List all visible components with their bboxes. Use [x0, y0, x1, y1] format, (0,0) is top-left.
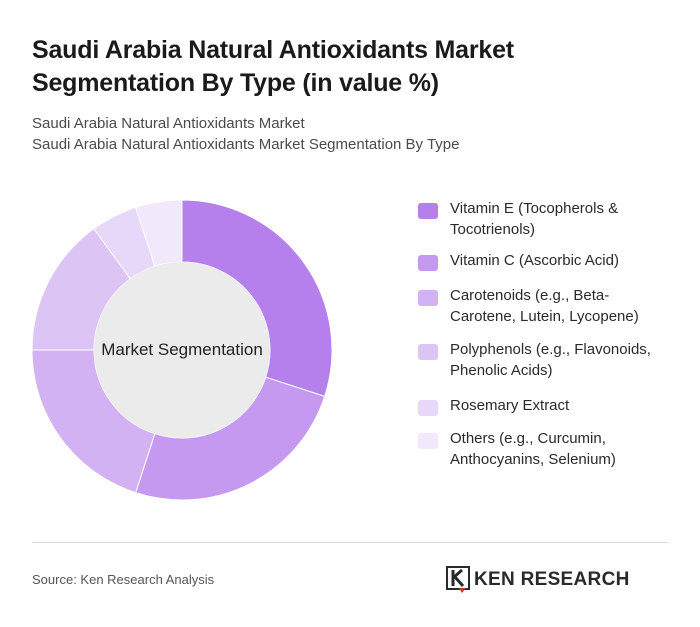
legend-label-line: Carotenoids (e.g., Beta-: [450, 287, 610, 304]
ken-research-logo-icon: [446, 566, 470, 593]
ken-research-logo: KEN RESEARCH: [446, 566, 630, 594]
legend-item-2: Vitamin C (Ascorbic Acid): [418, 250, 678, 271]
legend-swatch: [418, 290, 438, 306]
legend-swatch: [418, 433, 438, 449]
legend-label-line: Tocotrienols): [450, 221, 536, 238]
subtitle-line-2: Saudi Arabia Natural Antioxidants Market…: [32, 136, 460, 153]
legend-label-line: Vitamin C (Ascorbic Acid): [450, 252, 619, 269]
donut-slices: [31, 199, 333, 501]
footer-divider: [32, 542, 668, 543]
chart-title-line-1: Saudi Arabia Natural Antioxidants Market: [32, 36, 514, 64]
legend-label-line: Rosemary Extract: [450, 397, 570, 414]
legend-swatch: [418, 203, 438, 219]
donut-center-label: Market Segmentation: [101, 340, 263, 359]
legend-item-6: Others (e.g., Curcumin, Anthocyanins, Sel…: [418, 428, 678, 470]
chart-subtitle: Saudi Arabia Natural Antioxidants Market…: [32, 113, 672, 155]
legend-swatch: [418, 344, 438, 360]
donut-hole: [94, 262, 270, 438]
legend-label-line: Others (e.g., Curcumin,: [450, 430, 606, 447]
chart-title: Saudi Arabia Natural Antioxidants Market…: [32, 34, 672, 100]
donut-chart: [31, 199, 333, 501]
source-note: Source: Ken Research Analysis: [32, 572, 215, 587]
legend-label-line: Vitamin E (Tocopherols &: [450, 200, 619, 217]
chart-title-line-2: Segmentation By Type (in value %): [32, 69, 439, 97]
legend-item-1: Vitamin E (Tocopherols & Tocotrienols): [418, 198, 678, 240]
chart-legend: Vitamin E (Tocopherols & Tocotrienols) Vit…: [418, 198, 678, 470]
subtitle-line-1: Saudi Arabia Natural Antioxidants Market: [32, 115, 305, 132]
legend-label-line: Phenolic Acids): [450, 362, 553, 379]
legend-item-4: Polyphenols (e.g., Flavonoids, Phenolic A…: [418, 339, 678, 381]
legend-label-line: Polyphenols (e.g., Flavonoids,: [450, 341, 651, 358]
legend-swatch: [418, 400, 438, 416]
legend-item-3: Carotenoids (e.g., Beta- Carotene, Lutein…: [418, 285, 678, 327]
legend-label-line: Carotene, Lutein, Lycopene): [450, 308, 639, 325]
legend-label-line: Anthocyanins, Selenium): [450, 451, 616, 468]
legend-item-5: Rosemary Extract: [418, 395, 678, 416]
legend-swatch: [418, 255, 438, 271]
logo-text: KEN RESEARCH: [474, 569, 630, 590]
